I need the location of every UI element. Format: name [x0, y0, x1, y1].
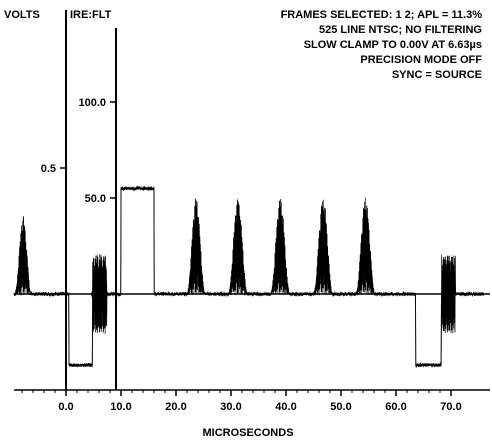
ticks — [21, 101, 452, 396]
x-tick-label: 0.0 — [58, 401, 73, 413]
waveform-trace — [13, 185, 485, 369]
ire-tick-label: 100.0 — [78, 97, 106, 109]
x-tick-label: 60.0 — [385, 401, 406, 413]
x-tick-label: 40.0 — [275, 401, 296, 413]
volts-axis-title: VOLTS — [4, 9, 40, 21]
x-tick-label: 20.0 — [165, 401, 186, 413]
ire-tick-label: 50.0 — [85, 193, 106, 205]
info-line-frames: FRAMES SELECTED: 1 2; APL = 11.3% — [281, 9, 483, 21]
info-line-clamp: SLOW CLAMP TO 0.00V AT 6.63µs — [304, 39, 482, 51]
volts-tick-label: 0.5 — [41, 163, 56, 175]
x-tick-label: 30.0 — [220, 401, 241, 413]
x-axis-title: MICROSECONDS — [202, 427, 293, 439]
waveform-line — [13, 185, 485, 369]
x-tick-label: 70.0 — [440, 401, 461, 413]
x-tick-label: 50.0 — [330, 401, 351, 413]
info-line-sync: SYNC = SOURCE — [392, 69, 482, 81]
info-line-precision: PRECISION MODE OFF — [360, 54, 482, 66]
waveform-line-frame-2 — [13, 185, 485, 368]
info-panel: FRAMES SELECTED: 1 2; APL = 11.3% 525 LI… — [281, 9, 483, 81]
info-line-standard: 525 LINE NTSC; NO FILTERING — [319, 24, 482, 36]
tick-labels: 0.0 10.0 20.0 30.0 40.0 50.0 60.0 70.0 0.5 100.0 5… — [41, 97, 462, 413]
ire-axis-title: IRE:FLT — [70, 9, 112, 21]
x-tick-label: 10.0 — [110, 401, 131, 413]
